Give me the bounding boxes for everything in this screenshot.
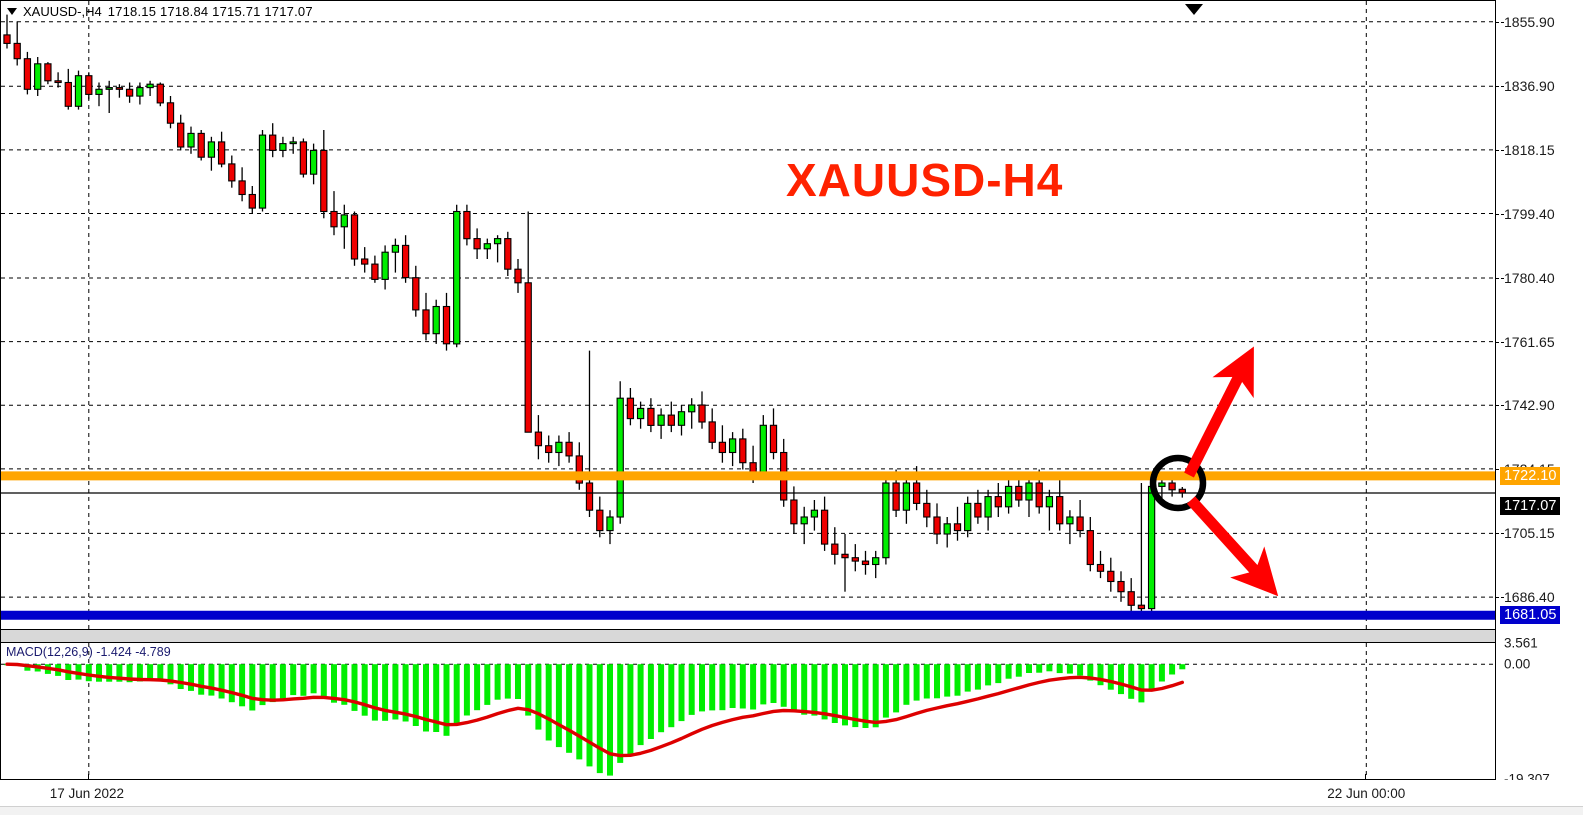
- window-footer: [0, 806, 1583, 815]
- price-axis-tick-dash: [1496, 597, 1504, 599]
- time-axis-label: 22 Jun 00:00: [1327, 786, 1406, 801]
- support-level-badge: 1681.05: [1500, 606, 1561, 625]
- price-axis-tick: 1761.65: [1504, 333, 1555, 350]
- time-axis-tick-mark: [1365, 774, 1367, 780]
- macd-plot-area: [1, 643, 1495, 779]
- price-axis-tick-dash: [1496, 341, 1504, 343]
- macd-axis-tick: 0.00: [1504, 656, 1531, 672]
- bid-price-badge: 1717.07: [1500, 496, 1561, 515]
- price-axis-tick-dash: [1496, 213, 1504, 215]
- price-plot-area[interactable]: [1, 1, 1495, 629]
- price-axis-tick: 1686.40: [1504, 589, 1555, 606]
- time-axis-tick-mark: [87, 774, 89, 780]
- price-axis-tick: 1705.15: [1504, 525, 1555, 542]
- price-axis-tick-dash: [1496, 149, 1504, 151]
- price-axis-tick: 1818.15: [1504, 141, 1555, 158]
- price-axis-tick: 1836.90: [1504, 78, 1555, 95]
- price-axis-tick-dash: [1496, 533, 1504, 535]
- time-axis-label: 17 Jun 2022: [49, 786, 125, 801]
- macd-indicator-panel[interactable]: MACD(12,26,9) -1.424 -4.789: [0, 642, 1496, 780]
- price-axis-tick-dash: [1496, 86, 1504, 88]
- price-axis-tick-dash: [1496, 21, 1504, 23]
- price-chart-panel[interactable]: XAUUSD-,H4 1718.15 1718.84 1715.71 1717.…: [0, 0, 1496, 630]
- price-axis-strip[interactable]: 1855.90 1836.90 1818.15 1799.40 1780.40 1761.…: [1496, 0, 1583, 787]
- macd-axis-tick: 3.561: [1504, 635, 1538, 651]
- marker-triangle-down-icon[interactable]: [1185, 4, 1203, 15]
- panel-separator: [0, 630, 1496, 642]
- price-axis-tick: 1799.40: [1504, 205, 1555, 222]
- price-chart-svg: [1, 1, 1495, 629]
- price-axis-tick-dash: [1496, 405, 1504, 407]
- price-axis-tick: 1742.90: [1504, 397, 1555, 414]
- price-axis-tick: 1780.40: [1504, 269, 1555, 286]
- macd-chart-svg: [1, 643, 1495, 779]
- resistance-level-badge: 1722.10: [1500, 466, 1561, 485]
- price-axis-tick: 1855.90: [1504, 13, 1555, 30]
- price-axis-tick-dash: [1496, 277, 1504, 279]
